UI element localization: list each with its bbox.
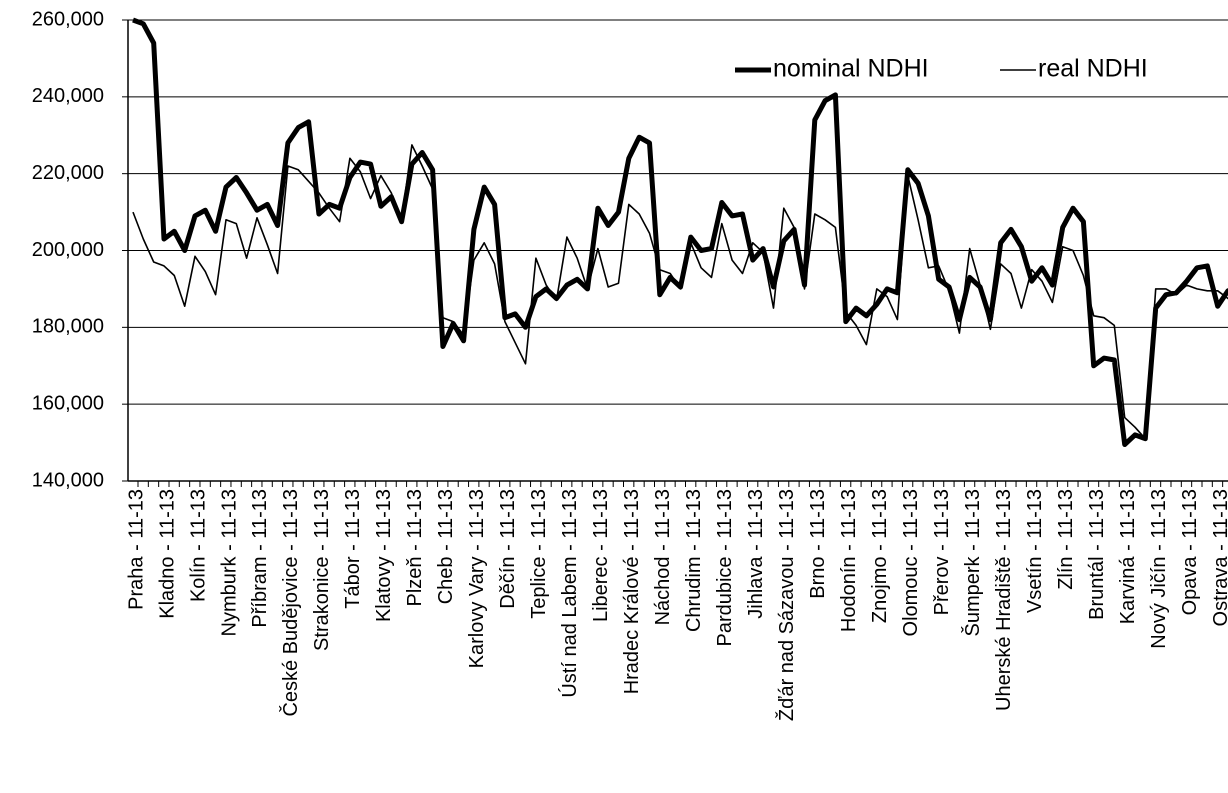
x-tick-label: Ústí nad Labem - 11-13	[558, 489, 581, 698]
y-tick-label: 240,000	[32, 85, 104, 107]
x-tick-label: Šumperk - 11-13	[961, 489, 984, 636]
data-line	[132, 17, 1228, 447]
x-tick-label: Hodonín - 11-13	[838, 489, 860, 632]
x-tick-label: Praha - 11-13	[125, 489, 147, 610]
x-tick-label: Ostrava - 11-13	[1210, 489, 1228, 626]
x-tick-label: Plzeň - 11-13	[404, 489, 426, 606]
x-tick-label: Kolín - 11-13	[187, 489, 209, 602]
x-tick-label: Pardubice - 11-13	[714, 489, 736, 647]
x-tick-label: Tábor - 11-13	[342, 489, 364, 609]
x-tick-label: Uherské Hradiště - 11-13	[993, 489, 1015, 711]
y-tick-label: 180,000	[32, 316, 104, 338]
x-tick-label: Přerov - 11-13	[931, 489, 953, 615]
y-tick-label: 200,000	[32, 239, 104, 261]
y-tick-label: 140,000	[32, 469, 104, 491]
x-tick-label: Znojmo - 11-13	[869, 489, 891, 623]
x-tick-label: Cheb - 11-13	[435, 489, 457, 604]
x-tick-label: Nymburk - 11-13	[218, 489, 240, 636]
legend-label: nominal NDHI	[773, 55, 929, 83]
data-line	[132, 144, 1228, 440]
x-tick-label: Hradec Králové - 11-13	[621, 489, 643, 694]
y-tick-label: 260,000	[32, 8, 104, 30]
x-tick-label: Opava - 11-13	[1179, 489, 1201, 615]
y-tick-label: 220,000	[32, 162, 104, 184]
x-tick-label: Nový Jičín - 11-13	[1148, 489, 1170, 649]
x-tick-label: Karlovy Vary - 11-13	[466, 489, 488, 668]
x-tick-label: Děčín - 11-13	[497, 489, 519, 609]
x-tick-label: České Budějovice - 11-13	[279, 489, 302, 717]
x-tick-label: Klatovy - 11-13	[373, 489, 395, 622]
x-tick-label: Příbram - 11-13	[249, 489, 271, 628]
legend-label: real NDHI	[1038, 55, 1148, 83]
x-tick-label: Karviná - 11-13	[1117, 489, 1139, 624]
x-tick-label: Zlín - 11-13	[1055, 489, 1077, 590]
y-tick-label: 160,000	[32, 392, 104, 414]
x-tick-label: Olomouc - 11-13	[900, 489, 922, 636]
x-tick-label: Teplice - 11-13	[528, 489, 550, 619]
x-tick-label: Brno - 11-13	[807, 489, 829, 599]
x-tick-label: Bruntál - 11-13	[1086, 489, 1108, 620]
x-tick-label: Liberec - 11-13	[590, 489, 612, 622]
x-tick-label: Vsetín - 11-13	[1024, 489, 1046, 613]
x-tick-label: Jihlava - 11-13	[745, 489, 767, 619]
x-tick-label: Náchod - 11-13	[652, 489, 674, 625]
x-tick-label: Strakonice - 11-13	[311, 489, 333, 651]
x-tick-label: Kladno - 11-13	[156, 489, 178, 619]
x-tick-label: Chrudim - 11-13	[683, 489, 705, 632]
x-tick-label: Žďár nad Sázavou - 11-13	[775, 489, 798, 721]
